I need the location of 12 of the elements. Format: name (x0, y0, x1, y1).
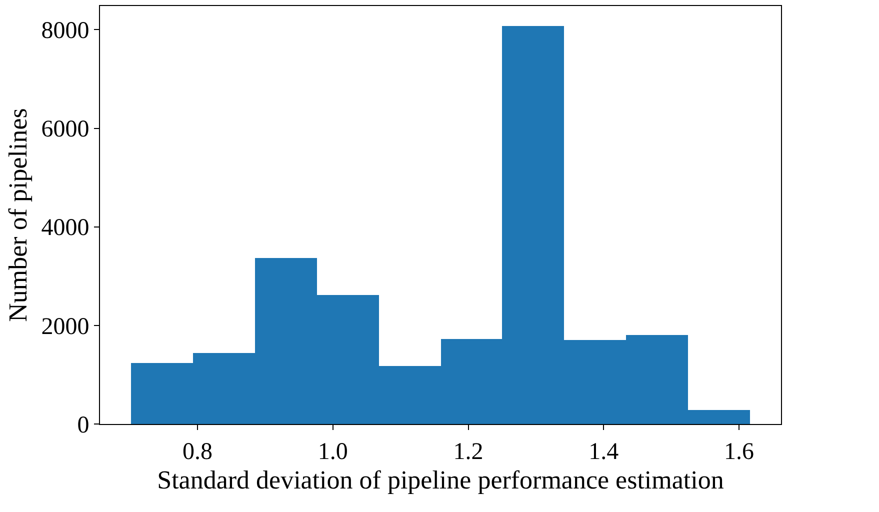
y-axis-title: Number of pipelines (4, 108, 33, 322)
y-tick-label: 6000 (41, 116, 90, 143)
y-tick-label: 2000 (41, 314, 90, 340)
x-tick-label: 0.8 (182, 438, 212, 465)
x-axis-title: Standard deviation of pipeline performance estimation (157, 466, 724, 494)
x-tick-label: 1.4 (588, 438, 619, 465)
y-tick-label: 8000 (41, 18, 90, 44)
x-tick-label: 1.2 (453, 438, 484, 465)
x-tick-label: 1.0 (318, 438, 348, 465)
x-tick-label: 1.6 (724, 438, 754, 465)
y-tick-label: 4000 (41, 215, 90, 242)
y-tick-label: 0 (77, 412, 90, 438)
